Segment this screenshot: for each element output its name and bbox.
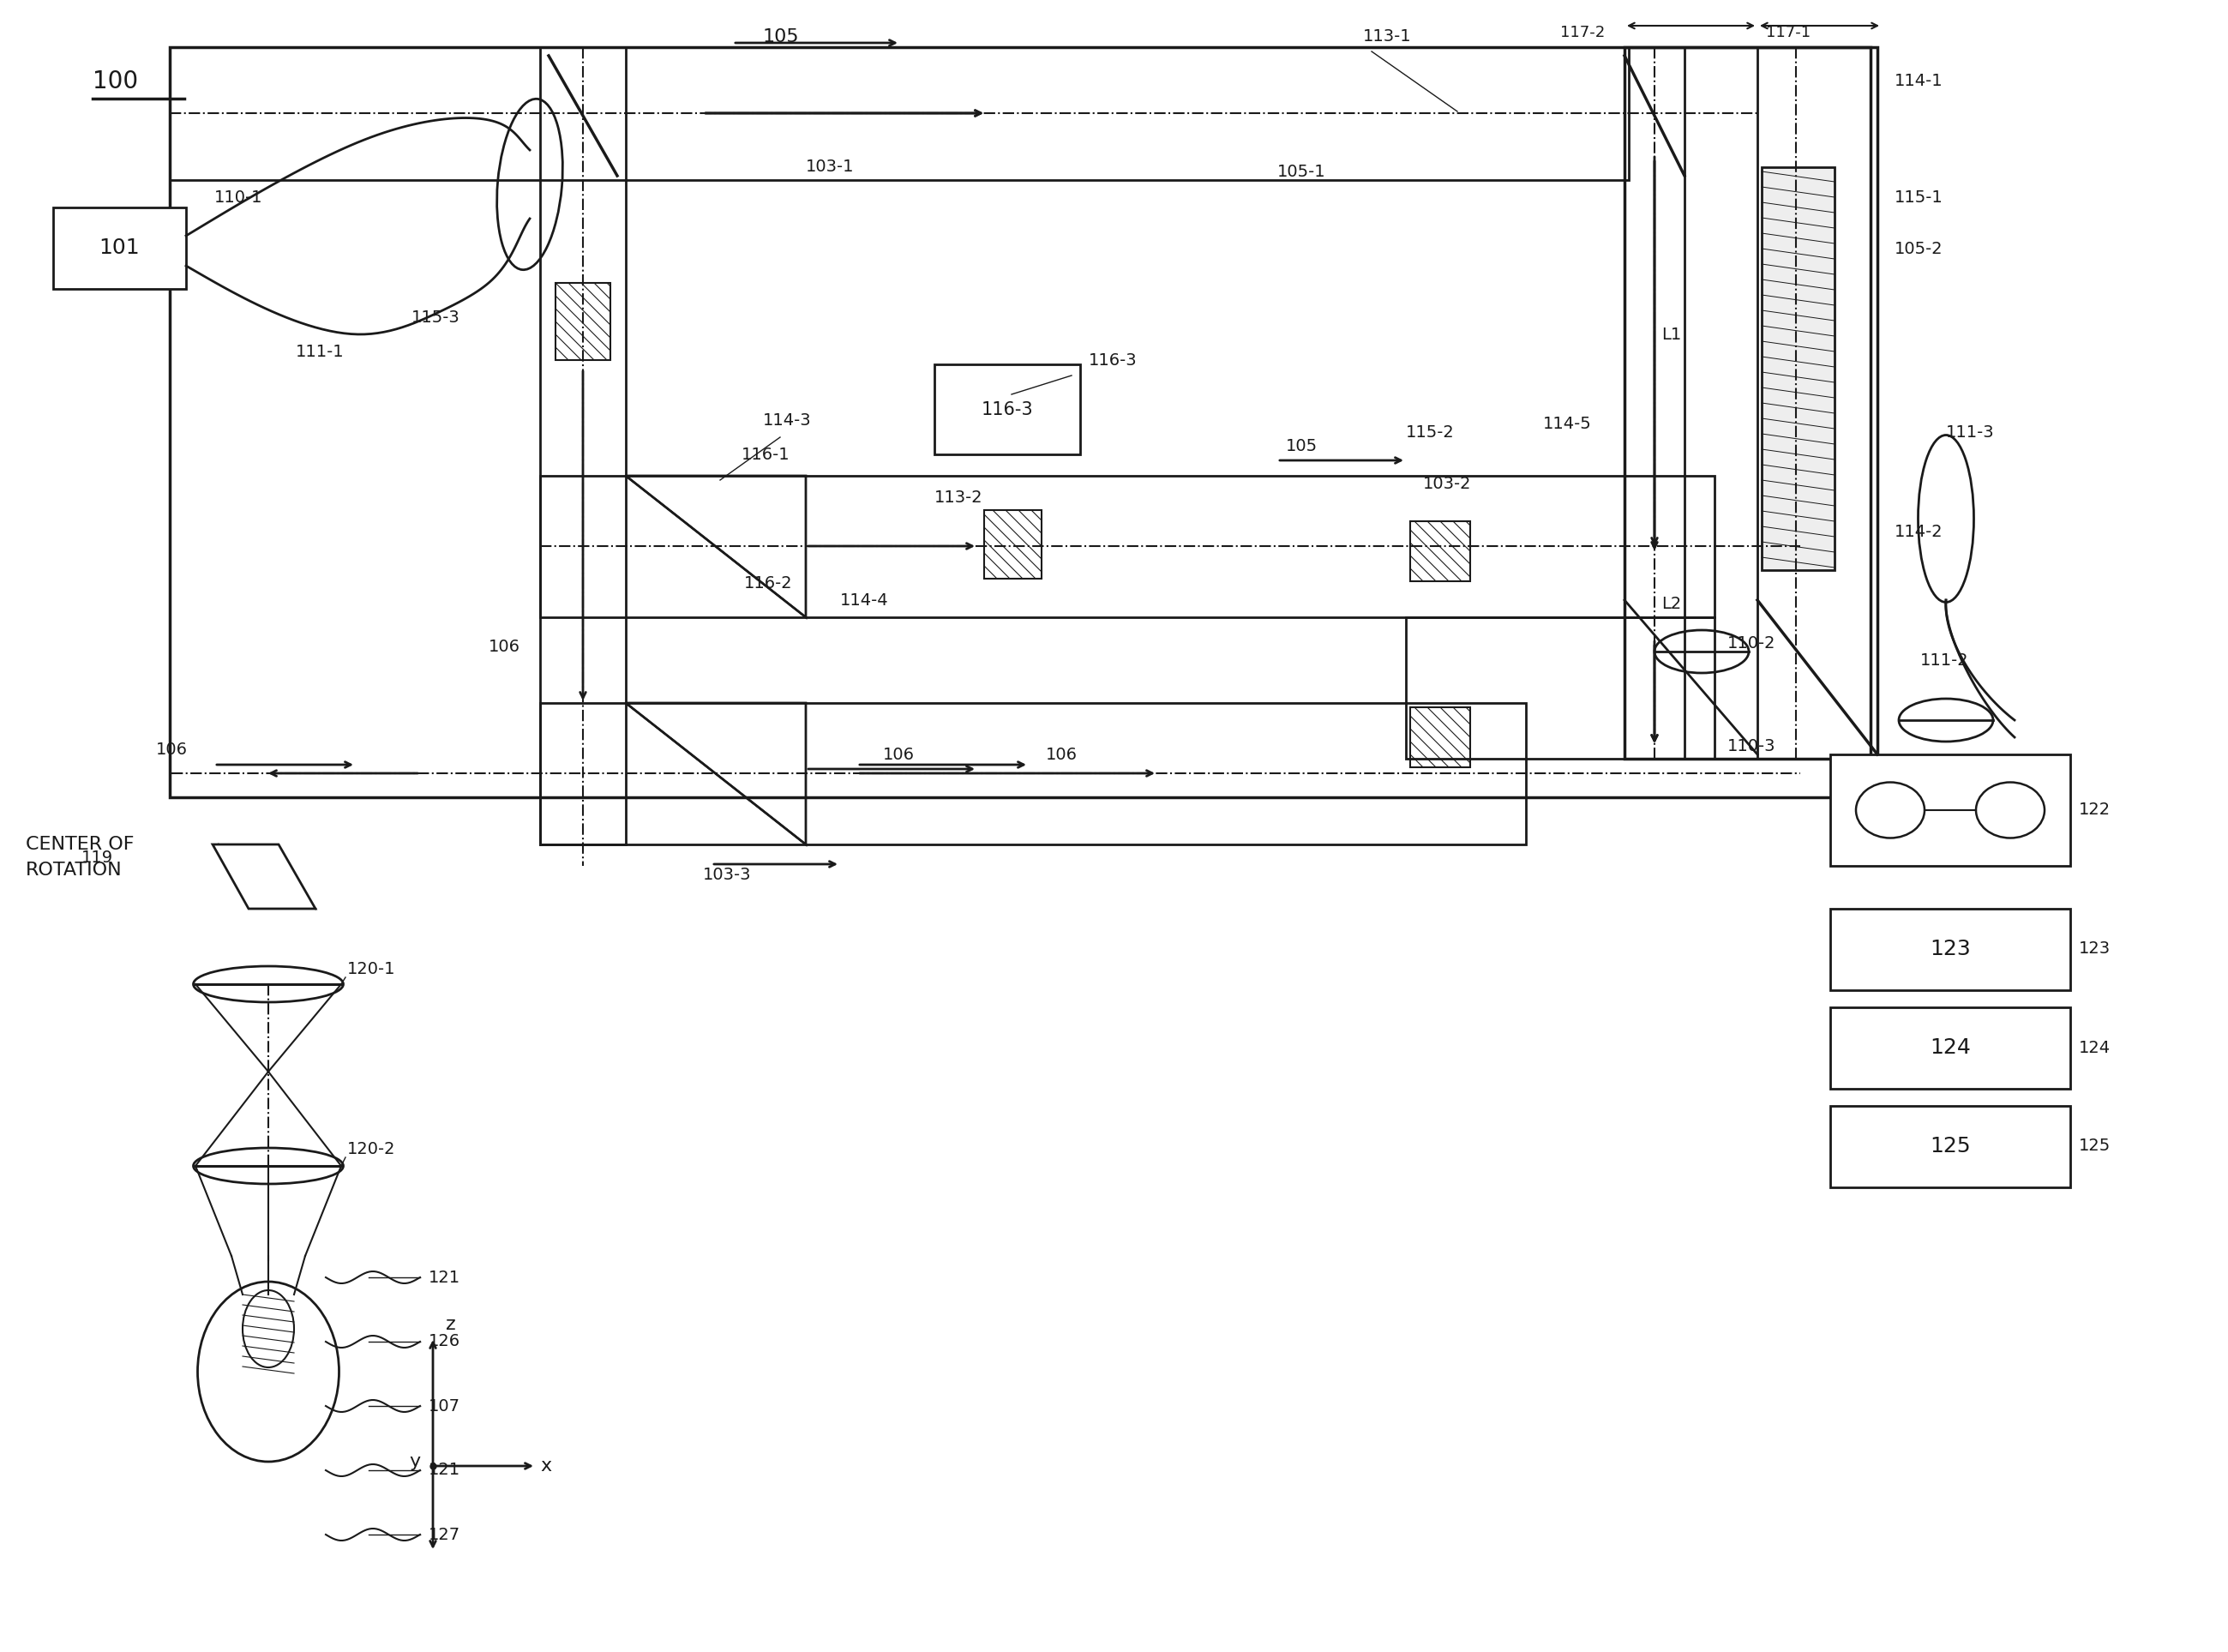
- Bar: [1410, 707, 1470, 767]
- Bar: [539, 704, 1526, 844]
- Bar: [1829, 1105, 2070, 1188]
- Text: ROTATION: ROTATION: [27, 862, 123, 879]
- Text: 119: 119: [82, 849, 114, 866]
- Text: x: x: [539, 1457, 550, 1475]
- Text: 115-2: 115-2: [1406, 425, 1455, 441]
- Text: 110-2: 110-2: [1727, 634, 1776, 651]
- Text: 107: 107: [428, 1398, 461, 1414]
- Bar: [1829, 1008, 2070, 1089]
- Text: 106: 106: [488, 639, 521, 656]
- Text: 105-1: 105-1: [1277, 164, 1326, 180]
- Text: z: z: [446, 1317, 457, 1333]
- Bar: [1758, 48, 1878, 758]
- Text: 117-1: 117-1: [1767, 25, 1811, 40]
- Text: CENTER OF: CENTER OF: [27, 836, 134, 852]
- Text: 114-1: 114-1: [1894, 73, 1943, 89]
- Text: 105-2: 105-2: [1894, 241, 1943, 256]
- Bar: [1624, 48, 1684, 758]
- Text: 124: 124: [2079, 1039, 2110, 1056]
- Text: 116-1: 116-1: [742, 446, 791, 463]
- Text: 103-1: 103-1: [807, 159, 853, 175]
- Text: 126: 126: [428, 1333, 461, 1350]
- Bar: [985, 510, 1040, 578]
- Bar: [539, 476, 1716, 618]
- Text: 114-4: 114-4: [840, 591, 889, 608]
- Text: 105: 105: [762, 28, 800, 46]
- Bar: [53, 208, 185, 289]
- Bar: [1829, 909, 2070, 990]
- Bar: [1829, 755, 2070, 866]
- Text: 115-3: 115-3: [412, 309, 461, 325]
- Text: 120-2: 120-2: [348, 1140, 397, 1156]
- Bar: [934, 365, 1081, 454]
- Bar: [1762, 167, 1834, 570]
- Text: 113-1: 113-1: [1364, 28, 1413, 45]
- Text: 103-3: 103-3: [704, 866, 751, 882]
- Text: 124: 124: [1929, 1037, 1972, 1057]
- Text: 113-2: 113-2: [934, 489, 983, 506]
- Text: 110-1: 110-1: [214, 188, 263, 205]
- Text: 110-3: 110-3: [1727, 738, 1776, 753]
- Text: L1: L1: [1662, 325, 1682, 342]
- Text: 100: 100: [94, 69, 138, 94]
- Text: 105: 105: [1286, 438, 1317, 454]
- Text: 125: 125: [2079, 1138, 2110, 1155]
- Text: 116-3: 116-3: [1089, 352, 1136, 368]
- Text: 114-2: 114-2: [1894, 524, 1943, 540]
- Text: 121: 121: [428, 1269, 461, 1285]
- Text: 116-2: 116-2: [744, 575, 793, 591]
- Text: 114-3: 114-3: [762, 411, 811, 428]
- Text: 122: 122: [2079, 801, 2110, 818]
- Text: 114-5: 114-5: [1544, 416, 1591, 433]
- Bar: [1624, 48, 1878, 758]
- Bar: [555, 282, 610, 360]
- Text: 120-1: 120-1: [348, 960, 397, 976]
- Text: 111-2: 111-2: [1921, 653, 1970, 669]
- Polygon shape: [212, 844, 316, 909]
- Text: 123: 123: [2079, 942, 2110, 957]
- Text: 101: 101: [100, 238, 140, 258]
- Text: 127: 127: [428, 1526, 461, 1543]
- Text: 123: 123: [1929, 938, 1972, 960]
- Text: 125: 125: [1929, 1137, 1970, 1156]
- Text: y: y: [408, 1454, 421, 1470]
- Text: 106: 106: [1045, 747, 1078, 763]
- Text: 117-2: 117-2: [1560, 25, 1604, 40]
- Text: 111-1: 111-1: [296, 344, 345, 360]
- Bar: [1406, 618, 1716, 758]
- Text: 116-3: 116-3: [980, 401, 1034, 418]
- Text: 111-3: 111-3: [1945, 425, 1994, 441]
- Text: 106: 106: [156, 742, 187, 758]
- Bar: [1410, 522, 1470, 582]
- Text: 115-1: 115-1: [1894, 188, 1943, 205]
- Text: 106: 106: [882, 747, 916, 763]
- Bar: [169, 48, 1629, 180]
- Text: L2: L2: [1662, 596, 1682, 613]
- Bar: [539, 48, 626, 844]
- Text: 121: 121: [428, 1462, 461, 1479]
- Text: 103-2: 103-2: [1424, 476, 1470, 492]
- Bar: [169, 48, 1872, 798]
